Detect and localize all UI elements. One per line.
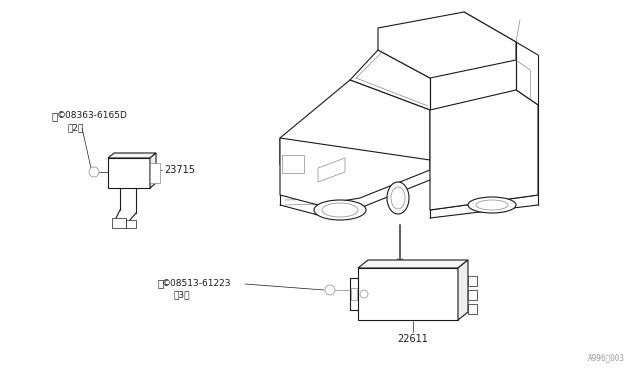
- Polygon shape: [430, 90, 538, 210]
- Polygon shape: [108, 153, 156, 158]
- Circle shape: [325, 285, 335, 295]
- Polygon shape: [378, 12, 516, 78]
- Bar: [108, 158, 150, 188]
- Bar: [358, 268, 458, 320]
- Bar: [468, 290, 477, 300]
- Ellipse shape: [387, 182, 409, 214]
- Bar: [282, 155, 304, 173]
- Polygon shape: [358, 260, 468, 268]
- Text: ©08363-6165D: ©08363-6165D: [57, 112, 128, 121]
- Ellipse shape: [391, 187, 405, 209]
- Bar: [126, 220, 136, 228]
- Polygon shape: [280, 80, 430, 180]
- Ellipse shape: [476, 200, 508, 210]
- Bar: [351, 288, 357, 300]
- Polygon shape: [150, 153, 156, 188]
- Polygon shape: [458, 260, 468, 320]
- Ellipse shape: [468, 197, 516, 213]
- Bar: [468, 276, 477, 286]
- Text: Ⓢ: Ⓢ: [157, 278, 163, 288]
- Text: 22611: 22611: [397, 334, 428, 344]
- Text: （3）: （3）: [174, 291, 191, 299]
- Polygon shape: [280, 138, 430, 205]
- Text: Ⓢ: Ⓢ: [52, 111, 58, 121]
- Circle shape: [89, 167, 99, 177]
- Bar: [468, 304, 477, 314]
- Ellipse shape: [314, 200, 366, 220]
- Ellipse shape: [322, 203, 358, 217]
- Text: （2）: （2）: [68, 124, 84, 132]
- Bar: [112, 218, 126, 228]
- Text: 23715: 23715: [164, 165, 195, 175]
- Polygon shape: [318, 158, 345, 182]
- Text: ©08513-61223: ©08513-61223: [162, 279, 232, 288]
- Text: A996003: A996003: [588, 353, 625, 362]
- Polygon shape: [150, 163, 160, 183]
- Circle shape: [360, 290, 368, 298]
